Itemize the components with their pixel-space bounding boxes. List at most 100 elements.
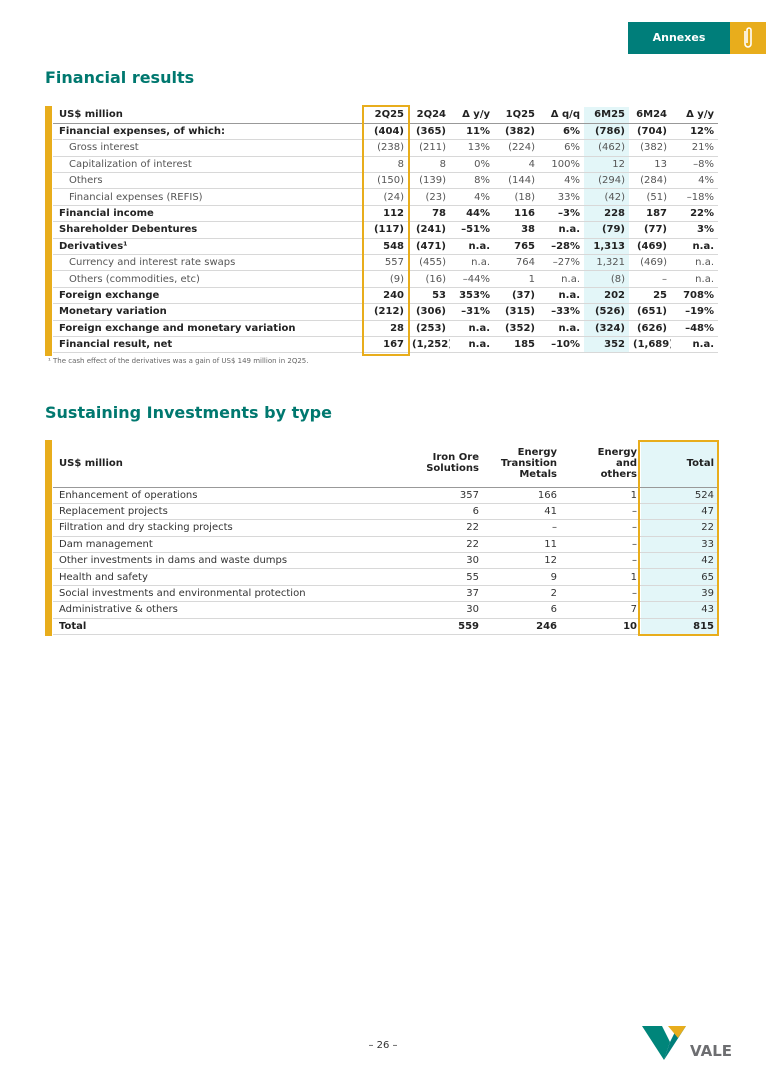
header-row: US$ million 2Q25 2Q24 Δ y/y 1Q25 Δ q/q 6M25 6M2… [53,107,718,124]
cell: (651) [629,303,671,321]
cell: n.a. [450,336,494,354]
cell: 13% [450,139,494,157]
cell: 1,321 [584,254,629,272]
table-row: Dam management 22 11–33 [53,536,718,554]
table-row: Other investments in dams and waste dump… [53,552,718,570]
cell: Foreign exchange and monetary variation [53,320,363,337]
cell: 22% [671,205,718,223]
cell: 1 [561,568,641,586]
financial-table: US$ million 2Q25 2Q24 Δ y/y 1Q25 Δ q/q 6M25 6M2… [53,107,718,354]
cell: (241) [408,221,450,239]
cell: 559 [383,618,483,636]
cell: –51% [450,221,494,239]
cell: Capitalization of interest [53,156,363,174]
cell: (144) [494,172,539,190]
table-row: Filtration and dry stacking projects 22– –… [53,519,718,537]
cell: 187 [629,205,671,223]
cell: (455) [408,254,450,272]
cell: – [561,519,641,537]
cell: 764 [494,254,539,272]
cell: 167 [363,336,408,354]
cell: 41 [483,503,561,521]
section-title: Sustaining Investments by type [45,403,332,422]
cell: 21% [671,139,718,157]
cell: (224) [494,139,539,157]
cell: –44% [450,270,494,288]
cell: Shareholder Debentures [53,221,363,239]
header-cell: 2Q24 [408,107,450,124]
cell: 548 [363,238,408,256]
cell: 1 [561,487,641,504]
cell: (253) [408,320,450,337]
table-row: Replacement projects 6 41–47 [53,503,718,521]
cell: 8 [363,156,408,174]
table-row: Foreign exchange and monetary variation 2… [53,320,718,337]
header-cell: Energy and others [561,440,641,488]
cell: Financial expenses (REFIS) [53,188,363,206]
cell: 22 [383,536,483,554]
cell: –10% [539,336,584,354]
cell: Gross interest [53,139,363,157]
header-text: Δ y/y [462,109,490,121]
cell: 765 [494,238,539,256]
cell: 4% [450,188,494,206]
cell: n.a. [450,254,494,272]
table-row: Shareholder Debentures (117) (241) –51% 38 n.… [53,221,718,239]
cell: 246 [483,618,561,636]
cell: 37 [383,585,483,603]
cell: 11% [450,123,494,141]
cell: –8% [671,156,718,174]
cell: (51) [629,188,671,206]
cell: 38 [494,221,539,239]
cell: 11 [483,536,561,554]
cell: 185 [494,336,539,354]
cell: (212) [363,303,408,321]
cell: 166 [483,487,561,504]
cell: 13 [629,156,671,174]
cell: (294) [584,172,629,190]
tab-icon [730,22,766,54]
cell: (42) [584,188,629,206]
cell: 25 [629,287,671,305]
cell: –3% [539,205,584,223]
header-text: US$ million [59,109,123,121]
cell: n.a. [450,320,494,337]
cell: (1,252) [408,336,450,354]
cell: Financial expenses, of which: [53,123,363,141]
cell: (404) [363,123,408,141]
cell: 4% [539,172,584,190]
cell: –19% [671,303,718,321]
cell: 30 [383,552,483,570]
cell: (471) [408,238,450,256]
cell: n.a. [671,336,718,354]
cell: (79) [584,221,629,239]
highlight-box [638,440,719,636]
footnote: ¹ The cash effect of the derivatives was… [48,357,309,365]
cell: 112 [363,205,408,223]
cell: (382) [629,139,671,157]
cell: 6% [539,139,584,157]
header-cell: Total [641,440,718,488]
table-row: Capitalization of interest 8 8 0% 4 100% 12 13–… [53,156,718,174]
table-row: Gross interest (238) (211) 13% (224) 6% (462)(… [53,139,718,157]
cell: 39 [641,585,718,603]
cell: (315) [494,303,539,321]
cell: Foreign exchange [53,287,363,305]
cell: 43 [641,601,718,619]
table-row: Total 559 246 10 815 [53,618,718,636]
header-cell: Δ y/y [671,107,718,124]
cell: 557 [363,254,408,272]
cell: Social investments and environmental pro… [53,585,383,603]
logo-text: VALE [690,1042,732,1060]
cell: 1 [494,270,539,288]
cell: Monetary variation [53,303,363,321]
cell: (462) [584,139,629,157]
cell: Derivatives¹ [53,238,363,256]
header-text: 6M25 [594,109,625,121]
cell: (238) [363,139,408,157]
header-text: Δ q/q [550,109,580,121]
paperclip-icon [744,27,752,48]
cell: n.a. [539,221,584,239]
table-row: Monetary variation (212) (306) –31% (315) –33… [53,303,718,321]
cell: 116 [494,205,539,223]
